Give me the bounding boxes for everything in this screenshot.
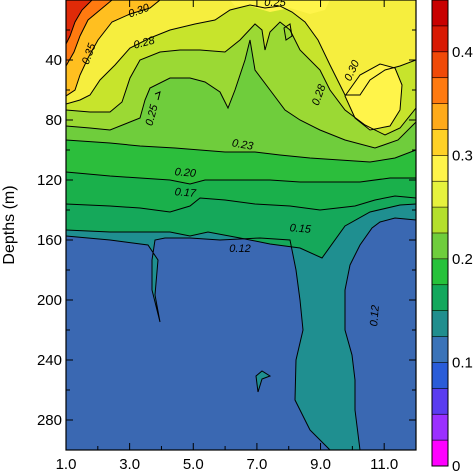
- contour-line-0.30-island: [344, 63, 403, 131]
- contour-line-0.35: [66, 0, 161, 97]
- y-axis-title: Depths (m): [1, 185, 18, 264]
- colorbar-tick-label: 0: [452, 458, 460, 474]
- contour-line-0.45: [66, 0, 93, 45]
- colorbar-tick-label: 0.3: [452, 147, 473, 164]
- contour-line-0.25: [66, 39, 416, 149]
- x-tick-label: 1.0: [56, 456, 77, 473]
- colorbar-segment: [432, 414, 448, 441]
- colorbar-segment: [432, 103, 448, 130]
- contour-label: 0.12: [229, 243, 250, 255]
- contour-label: 0.28: [132, 34, 157, 51]
- colorbar-segment: [432, 310, 448, 338]
- colorbar-segment: [432, 51, 448, 79]
- plot-frame: [65, 0, 417, 451]
- colorbar-segment: [432, 155, 448, 182]
- colorbar-segment: [432, 258, 448, 286]
- contour-label: 0.25: [144, 102, 161, 127]
- contour-label: 0.25: [264, 0, 286, 9]
- y-tick-label: 280: [37, 412, 62, 429]
- contour-line-0.15: [66, 203, 416, 259]
- contour-plot-area: 0.350.300.250.280.250.230.200.170.150.12…: [66, 0, 416, 450]
- contour-label: 0.12: [368, 305, 382, 327]
- colorbar-tick-label: 0.1: [452, 354, 473, 371]
- contour-line-0.12b: [344, 217, 416, 450]
- colorbar-tick-label: 0.4: [452, 44, 473, 61]
- band-0.35-0.40: [66, 0, 160, 96]
- colorbar-segment: [432, 388, 448, 415]
- x-tick-label: 3.0: [119, 456, 140, 473]
- colorbar-segment: [432, 0, 448, 27]
- band-0.45-above: [66, 0, 92, 44]
- x-tick-label: 7.0: [246, 456, 267, 473]
- contour-line-small-mark: [154, 91, 161, 101]
- colorbar-segment: [432, 77, 448, 105]
- band-0.30-0.35: [66, 0, 416, 104]
- colorbar: 0 0.1 0.2 0.3 0.4: [431, 0, 473, 474]
- contour-labels: 0.350.300.250.280.250.230.200.170.150.12…: [80, 0, 382, 327]
- contour-line-0.30: [66, 4, 416, 105]
- contour-line-small-loop: [283, 23, 293, 41]
- contour-label: 0.23: [231, 137, 255, 153]
- colorbar-segment: [432, 336, 448, 363]
- band-0.30-island: [345, 64, 402, 130]
- colorbar-segment: [432, 181, 448, 208]
- colorbar-segment: [432, 440, 448, 467]
- contour-line-0.40: [66, 0, 113, 67]
- contour-line-0.12-island: [255, 370, 272, 393]
- x-axis: 1.0 3.0 5.0 7.0 9.0 11.0: [56, 0, 417, 473]
- colorbar-segment: [432, 207, 448, 234]
- colorbar-segment: [432, 25, 448, 53]
- colorbar-segment: [432, 362, 448, 389]
- y-tick-label: 160: [37, 232, 62, 249]
- x-tick-label: 11.0: [370, 456, 398, 473]
- colorbar-tick-label: 0.2: [452, 251, 473, 268]
- y-tick-label: 200: [37, 292, 62, 309]
- y-tick-label: 80: [45, 112, 62, 129]
- colorbar-segment: [432, 284, 448, 312]
- contour-label: 0.20: [174, 166, 197, 180]
- colorbar-segment: [432, 233, 448, 260]
- y-axis: 40 80 120 160 200 240 280: [37, 29, 416, 429]
- contour-line-0.12: [66, 235, 331, 450]
- contour-line-0.17: [66, 195, 416, 213]
- contour-line-0.28: [66, 21, 416, 136]
- band-0.30-top-cap: [230, 0, 330, 14]
- contour-label: 0.17: [174, 186, 197, 200]
- contour-line-0.20: [66, 171, 416, 185]
- y-tick-label: 120: [37, 172, 62, 189]
- contour-label: 0.15: [289, 222, 312, 236]
- contour-line-0.23: [66, 139, 416, 163]
- x-tick-label: 9.0: [310, 456, 331, 473]
- colorbar-segment: [432, 129, 448, 156]
- contour-lines: [66, 0, 416, 450]
- y-tick-label: 40: [45, 52, 62, 69]
- x-tick-label: 5.0: [183, 456, 204, 473]
- y-tick-label: 240: [37, 352, 62, 369]
